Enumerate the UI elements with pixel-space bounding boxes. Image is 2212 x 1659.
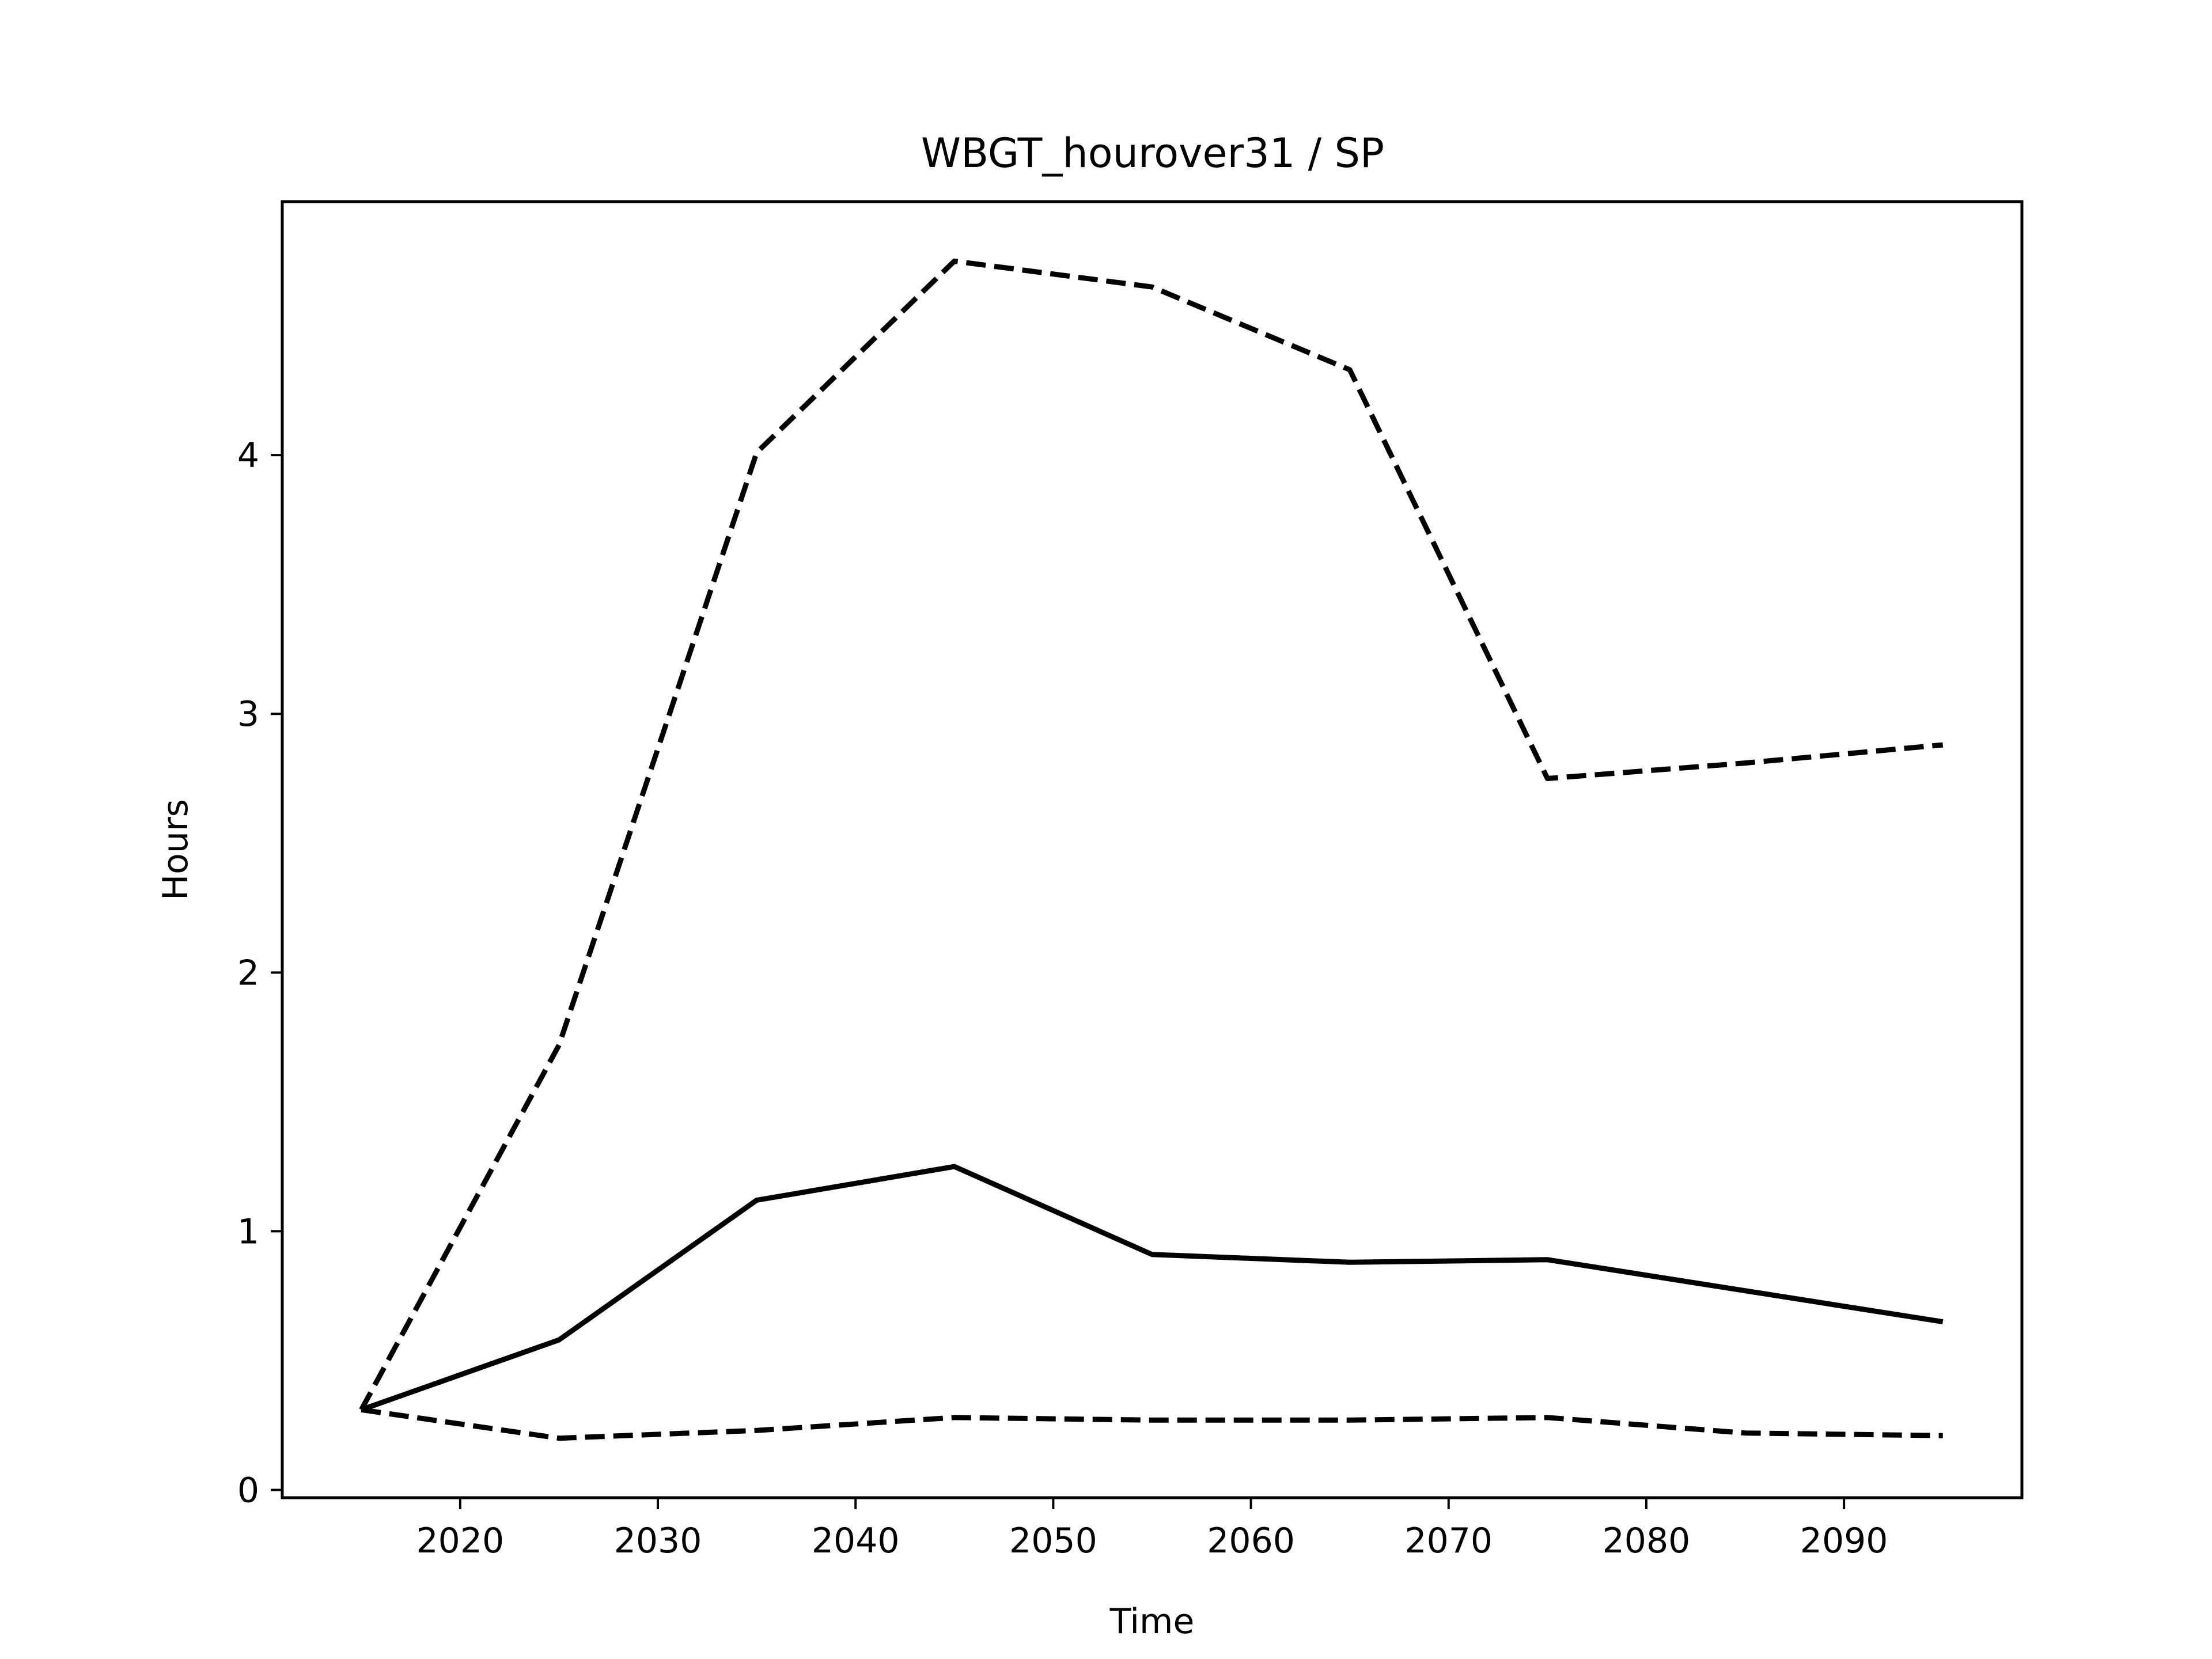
y-tick-label: 3 [237,694,259,734]
series-line-1 [359,258,1944,1411]
x-tick-label: 2030 [614,1521,702,1561]
plot-frame [281,200,2024,1499]
x-tick-label: 2050 [1009,1521,1097,1561]
series-line-3 [361,1407,1943,1441]
y-axis-label: Hours [156,799,196,900]
y-tick-label: 2 [237,953,259,993]
y-axis: 0 1 2 3 4 [237,435,282,1511]
x-tick-label: 2020 [416,1521,505,1561]
x-tick-label: 2080 [1603,1521,1691,1561]
series-layer [359,258,1944,1441]
y-tick-label: 0 [237,1471,259,1511]
x-tick-label: 2060 [1207,1521,1295,1561]
x-tick-label: 2090 [1800,1521,1888,1561]
x-axis: 2020 2030 2040 2050 2060 2070 2080 2090 [416,1498,1888,1561]
series-line-2 [360,1164,1944,1412]
y-tick-label: 4 [237,435,259,476]
y-tick-label: 1 [237,1211,259,1252]
x-axis-label: Time [1109,1601,1195,1642]
x-tick-label: 2040 [812,1521,900,1561]
x-tick-label: 2070 [1404,1521,1493,1561]
chart-title: WBGT_hourover31 / SP [921,130,1384,177]
